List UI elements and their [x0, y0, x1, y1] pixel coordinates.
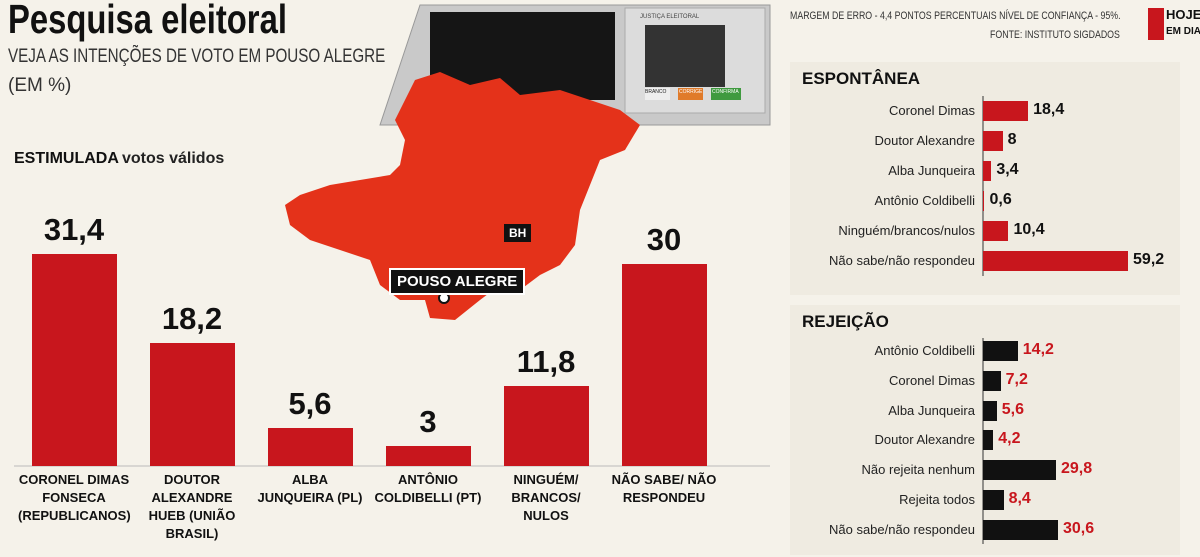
category-label: Doutor Alexandre [874, 133, 975, 148]
chart-subtitle: votos válidos [122, 150, 225, 167]
machine-key: CONFIRMA [712, 89, 739, 95]
value-label: 59,2 [1133, 251, 1165, 268]
machine-key: CORRIGE [679, 89, 703, 95]
category-label: Não rejeita nenhum [861, 462, 975, 478]
map-label: POUSO ALEGRE [389, 268, 526, 295]
category-label: Rejeita todos [899, 492, 975, 507]
value-label: 5,6 [288, 386, 332, 422]
bar [983, 131, 1003, 151]
category-label: Alba Junqueira [888, 402, 975, 418]
bar [983, 490, 1004, 510]
category-label: Doutor Alexandre [874, 432, 975, 448]
bar [268, 428, 353, 466]
category-label: Coronel Dimas [889, 103, 975, 118]
bar [983, 191, 985, 211]
value-label: 11,8 [516, 344, 576, 380]
map-shape [285, 72, 640, 320]
value-label: 31,4 [43, 212, 105, 248]
value-label: 8,4 [1008, 490, 1031, 507]
bar [32, 254, 117, 466]
value-label: 5,6 [1001, 400, 1024, 418]
margin-note: MARGEM DE ERRO - 4,4 PONTOS PERCENTUAIS … [790, 10, 1121, 22]
category-label: Não sabe/não respondeu [828, 253, 975, 268]
bar [150, 343, 235, 466]
value-label: 30,6 [1062, 519, 1095, 537]
bar [504, 386, 589, 466]
value-label: 0,6 [989, 191, 1012, 208]
chart-title: REJEIÇÃO [802, 312, 889, 331]
bar [983, 400, 997, 421]
map-label: BH [504, 224, 532, 242]
category-label: CORONEL DIMAS FONSECA (REPUBLICANOS) [18, 472, 131, 523]
value-label: 3,4 [996, 161, 1019, 178]
bar [983, 519, 1058, 540]
bar [983, 460, 1056, 481]
source: FONTE: INSTITUTO SIGDADOS [990, 29, 1120, 41]
value-label: 10,4 [1013, 221, 1045, 238]
category-label: Coronel Dimas [889, 372, 975, 388]
category-label: ALBA JUNQUEIRA (PL) [257, 472, 363, 505]
category-label: Antônio Coldibelli [874, 193, 975, 208]
voting-machine [379, 4, 771, 126]
bar [983, 251, 1129, 271]
value-label: 7,2 [1005, 370, 1028, 388]
bar [386, 445, 471, 466]
title: Pesquisa eleitoral [8, 0, 287, 42]
category-label: NÃO SABE/ NÃO RESPONDEU [611, 472, 717, 505]
value-label: 8 [1007, 131, 1017, 148]
logo-mark [1148, 8, 1164, 40]
category-label: Alba Junqueira [888, 163, 975, 178]
category-label: DOUTOR ALEXANDRE HUEB (UNIÃO BRASIL) [148, 472, 236, 541]
value-label: 30 [646, 221, 682, 257]
bar [983, 221, 1009, 241]
value-label: 18,2 [161, 301, 223, 337]
bar [622, 263, 707, 466]
bar [983, 101, 1029, 121]
logo: HOJE EM DIA [1166, 7, 1200, 37]
bar [983, 161, 992, 181]
category-label: Não sabe/não respondeu [828, 521, 975, 537]
chart-title: ESTIMULADA [14, 150, 119, 167]
subtitle: VEJA AS INTENÇÕES DE VOTO EM POUSO ALEGR… [8, 46, 386, 67]
value-label: 14,2 [1022, 341, 1054, 358]
machine-label: JUSTIÇA ELEITORAL [640, 14, 700, 20]
value-label: 3 [419, 403, 437, 439]
chart-title: ESPONTÂNEA [802, 69, 921, 88]
bar [983, 370, 1001, 391]
category-label: Ninguém/brancos/nulos [838, 223, 975, 238]
machine-key: BRANCO [645, 89, 667, 95]
unit: (EM %) [8, 75, 72, 96]
value-label: 29,8 [1061, 460, 1093, 478]
category-label: NINGUÉM/ BRANCOS/ NULOS [511, 472, 581, 523]
bar [983, 341, 1018, 361]
bar [983, 430, 994, 451]
value-label: 4,2 [998, 430, 1021, 448]
value-label: 18,4 [1033, 101, 1065, 118]
category-label: ANTÔNIO COLDIBELLI (PT) [374, 472, 482, 505]
category-label: Antônio Coldibelli [874, 343, 975, 358]
